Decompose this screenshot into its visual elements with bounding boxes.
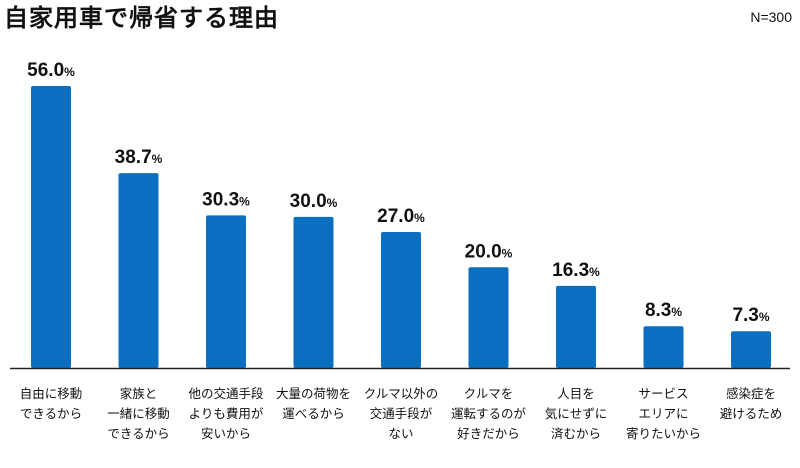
data-label: 16.3% [552, 260, 600, 281]
category-label-line: クルマ以外の [364, 386, 439, 401]
category-label: 感染症を避けるため [720, 386, 783, 421]
data-label: 38.7% [115, 147, 163, 168]
category-label-line: 避けるため [720, 406, 783, 421]
category-label-line: クルマを [464, 386, 514, 401]
category-label: クルマ以外の交通手段がない [364, 386, 439, 441]
data-label: 30.3% [202, 189, 250, 210]
data-label-value: 16.3 [552, 260, 589, 281]
bar [206, 215, 246, 368]
category-label: クルマを運転するのが好きだから [451, 386, 527, 441]
data-label-value: 56.0 [27, 60, 64, 81]
data-label-value: 27.0 [377, 206, 414, 227]
data-label-unit: % [414, 211, 425, 225]
data-label-value: 30.0 [290, 191, 327, 212]
chart-title: 自家用車で帰省する理由 [4, 4, 279, 32]
data-label-unit: % [671, 305, 682, 319]
category-label-line: 人目を [557, 386, 595, 401]
category-label-line: 安いから [201, 426, 251, 441]
sample-size-note: N=300 [750, 9, 792, 25]
category-label-line: できるから [20, 406, 82, 421]
category-label-line: 家族と [120, 386, 158, 401]
data-label: 7.3% [732, 305, 769, 326]
category-label: 大量の荷物を運べるから [276, 386, 351, 421]
data-label-unit: % [589, 265, 600, 279]
category-label-line: 運べるから [282, 406, 345, 421]
data-label-value: 38.7 [115, 147, 152, 168]
category-label-line: 感染症を [726, 386, 776, 401]
category-label: サービスエリアに寄りたいから [626, 386, 701, 441]
bar [118, 173, 159, 368]
data-label-unit: % [152, 152, 163, 166]
data-label-value: 30.3 [202, 189, 239, 210]
category-label-line: 自由に移動 [20, 386, 83, 401]
bar [31, 86, 71, 368]
data-label: 8.3% [645, 300, 682, 321]
category-label-line: よりも費用が [189, 406, 264, 421]
category-label-line: 済むから [551, 426, 601, 441]
data-label-unit: % [64, 65, 75, 79]
category-label: 他の交通手段よりも費用が安いから [188, 386, 263, 441]
category-label-line: 寄りたいから [626, 426, 701, 441]
data-label: 56.0% [27, 60, 75, 81]
data-label: 20.0% [465, 241, 513, 262]
category-label-line: 好きだから [457, 426, 520, 441]
bar [468, 267, 509, 368]
category-label-line: ない [388, 426, 413, 441]
category-label-line: 交通手段が [370, 406, 433, 421]
data-label-value: 7.3 [732, 305, 758, 326]
category-label-line: できるから [107, 426, 169, 441]
category-label-line: 他の交通手段 [188, 386, 263, 401]
data-label-unit: % [759, 310, 770, 324]
data-label-unit: % [239, 194, 250, 208]
category-label: 人目を気にせずに済むから [545, 386, 608, 441]
data-label: 27.0% [377, 206, 425, 227]
data-label: 30.0% [290, 191, 338, 212]
category-label: 家族と一緒に移動できるから [107, 386, 170, 441]
category-label-line: 気にせずに [545, 406, 608, 421]
bar [381, 232, 421, 368]
data-label-value: 8.3 [645, 300, 671, 321]
category-label: 自由に移動できるから [20, 386, 83, 421]
category-label-line: エリアに [638, 406, 688, 421]
category-label-line: 運転するのが [451, 406, 527, 421]
data-label-unit: % [327, 196, 338, 210]
bar [643, 326, 684, 368]
category-label-line: 大量の荷物を [276, 386, 351, 401]
bar [556, 285, 596, 368]
category-label-line: サービス [638, 386, 688, 401]
data-label-unit: % [502, 246, 513, 260]
bar [293, 216, 334, 368]
data-label-value: 20.0 [465, 241, 502, 262]
bar [731, 331, 771, 368]
category-label-line: 一緒に移動 [107, 406, 170, 421]
